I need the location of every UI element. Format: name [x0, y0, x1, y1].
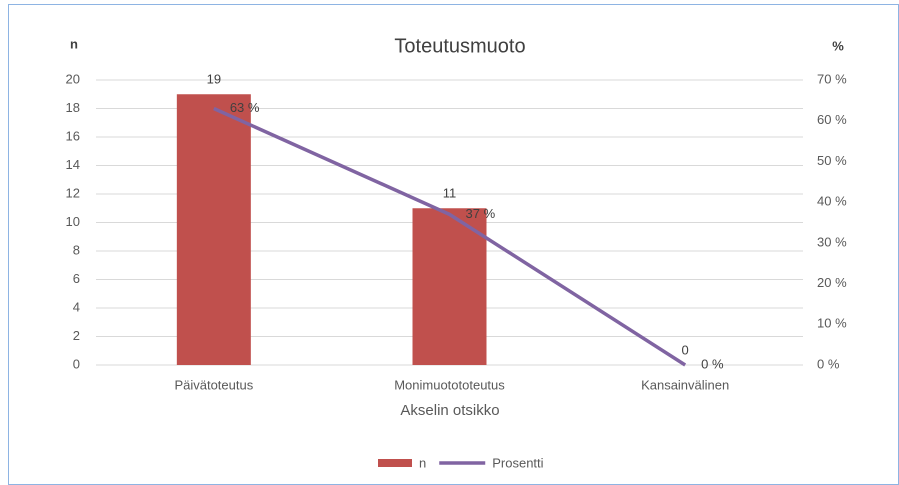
- legend-swatch: [378, 459, 412, 467]
- bar-value-label: 19: [207, 72, 221, 87]
- y-tick-label: 0: [73, 356, 80, 371]
- y-tick-label: 8: [73, 242, 80, 257]
- y-tick-label: 2: [73, 328, 80, 343]
- y2-tick-label: 10 %: [817, 316, 847, 331]
- legend-label: n: [419, 455, 426, 470]
- bar: [176, 94, 251, 365]
- y2-tick-label: 30 %: [817, 234, 847, 249]
- y-axis-label: n: [70, 36, 78, 51]
- x-tick-label: Päivätoteutus: [174, 377, 253, 392]
- y-tick-label: 20: [66, 71, 80, 86]
- y-tick-label: 14: [66, 157, 80, 172]
- bar-value-label: 11: [443, 186, 457, 201]
- y2-tick-label: 20 %: [817, 275, 847, 290]
- y2-tick-label: 0 %: [817, 356, 840, 371]
- y-tick-label: 16: [66, 128, 80, 143]
- bar-value-label: 0: [682, 342, 689, 357]
- x-axis-label: Akselin otsikko: [400, 402, 499, 419]
- bar: [412, 208, 487, 365]
- x-tick-label: Kansainvälinen: [641, 377, 729, 392]
- chart-title: Toteutusmuoto: [394, 35, 525, 57]
- line: [213, 106, 687, 367]
- y-tick-label: 12: [66, 185, 80, 200]
- y-tick-label: 18: [66, 100, 80, 115]
- y2-tick-label: 70 %: [817, 71, 847, 86]
- legend-label: Prosentti: [492, 455, 543, 470]
- x-tick-label: Monimuotototeutus: [394, 377, 505, 392]
- y2-axis-label: %: [832, 38, 844, 53]
- line-value-label: 63 %: [230, 100, 260, 115]
- y2-tick-label: 40 %: [817, 194, 847, 209]
- line-value-label: 37 %: [466, 206, 496, 221]
- line-value-label: 0 %: [701, 356, 724, 371]
- y2-tick-label: 50 %: [817, 153, 847, 168]
- y-tick-label: 4: [73, 299, 80, 314]
- y2-tick-label: 60 %: [817, 112, 847, 127]
- y-tick-label: 10: [66, 214, 80, 229]
- y-tick-label: 6: [73, 271, 80, 286]
